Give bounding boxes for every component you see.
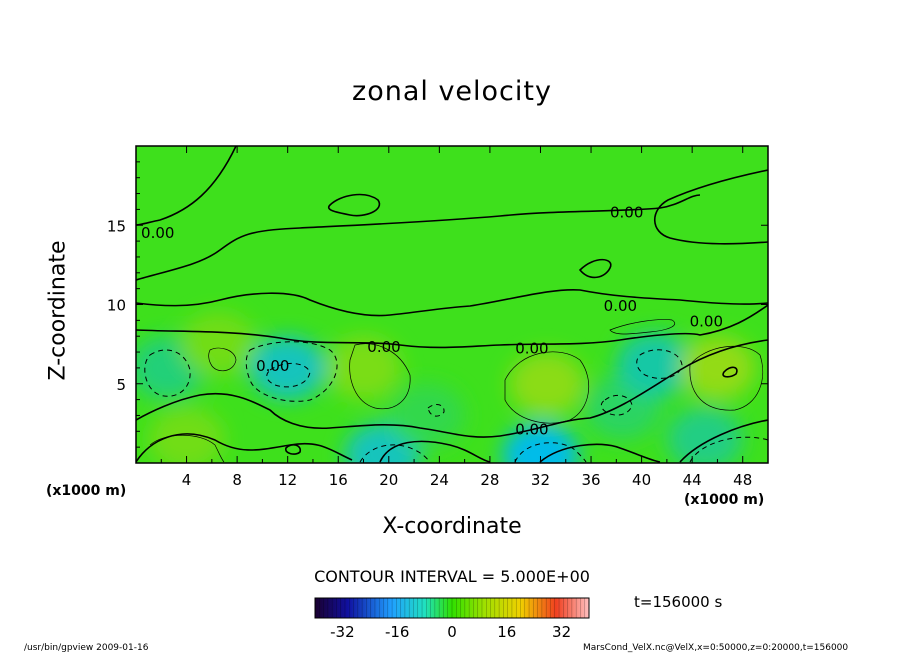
x-tick-label: 32 (531, 471, 550, 489)
contour-label: 0.00 (690, 313, 723, 331)
y-axis-unit: (x1000 m) (46, 483, 127, 499)
field-feature-10 (679, 335, 756, 400)
colorbar-tick-label: -32 (330, 623, 355, 641)
x-tick-label: 36 (581, 471, 600, 489)
contour-label: 0.00 (515, 420, 548, 438)
footer-left: /usr/bin/gpview 2009-01-16 (24, 643, 149, 653)
field-feature-7 (508, 351, 585, 416)
y-tick-label: 10 (107, 297, 126, 315)
field-feature-3 (325, 335, 402, 400)
contour-label: 0.00 (604, 297, 637, 315)
colorbar-tick-label: -16 (385, 623, 410, 641)
positive-contours (149, 319, 764, 463)
contour-lines (136, 146, 768, 463)
contour-label: 0.00 (515, 340, 548, 358)
x-tick-label: 12 (278, 471, 297, 489)
x-tick-label: 44 (683, 471, 702, 489)
field-feature-1 (180, 312, 257, 377)
x-tick-label: 16 (329, 471, 348, 489)
x-axis-unit: (x1000 m) (684, 492, 765, 508)
x-axis-label: X-coordinate (382, 514, 522, 539)
field-feature-11 (666, 407, 743, 463)
field-feature-2 (249, 335, 326, 400)
contour-label: 0.00 (610, 203, 643, 221)
contour-interval: CONTOUR INTERVAL = 5.000E+00 (314, 567, 590, 586)
contour-label: 0.00 (367, 338, 400, 356)
chart-title: zonal velocity (352, 76, 552, 107)
x-tick-label: 40 (632, 471, 651, 489)
x-tick-label: 4 (182, 471, 192, 489)
x-tick-label: 24 (430, 471, 449, 489)
contour-label: 0.00 (256, 357, 289, 375)
field-feature-5 (388, 383, 465, 448)
x-tick-label: 28 (480, 471, 499, 489)
time-label: t=156000 s (634, 593, 723, 611)
y-tick-label: 15 (107, 217, 126, 235)
field-feature-9 (616, 332, 693, 397)
negative-contours (144, 341, 768, 463)
x-tick-label: 20 (379, 471, 398, 489)
y-axis-label: Z-coordinate (45, 240, 71, 381)
colorbar-tick-label: 0 (447, 623, 457, 641)
colorbar-tick-label: 32 (552, 623, 571, 641)
y-tick-label: 5 (116, 376, 126, 394)
contour-label: 0.00 (141, 224, 174, 242)
colorbar-tick-label: 16 (497, 623, 516, 641)
x-tick-label: 8 (232, 471, 242, 489)
x-tick-label: 48 (733, 471, 752, 489)
footer-right: MarsCond_VelX.nc@VelX,x=0:50000,z=0:2000… (583, 643, 849, 653)
